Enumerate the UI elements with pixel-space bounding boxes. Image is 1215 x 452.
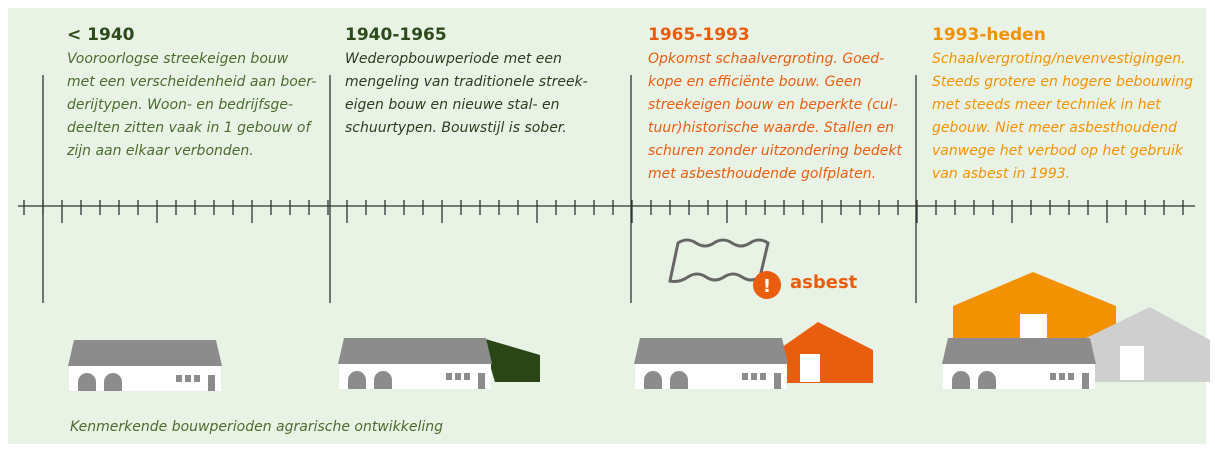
period-title: 1965-1993 xyxy=(648,25,750,45)
timeline xyxy=(18,200,1195,223)
period-description: Schaalvergroting/nevenvestigingen. xyxy=(932,51,1186,67)
asbestos-icon: ! asbest xyxy=(668,238,858,299)
period-dividers xyxy=(42,75,917,303)
period-title: 1993-heden xyxy=(932,25,1046,45)
period-description: schuren zonder uitzondering bedekt xyxy=(648,143,902,159)
period-description: Opkomst schaalvergroting. Goed- xyxy=(648,51,884,67)
period-description: met een verscheidenheid aan boer- xyxy=(67,74,316,90)
period-description: streekeigen bouw en beperkte (cul- xyxy=(648,97,898,113)
period-description: gebouw. Niet meer asbesthoudend xyxy=(932,120,1177,136)
period-title: < 1940 xyxy=(67,25,135,45)
period-description: met asbesthoudende golfplaten. xyxy=(648,166,876,182)
buildings xyxy=(68,272,1210,391)
period-description: Steeds grotere en hogere bebouwing xyxy=(932,74,1193,90)
period-description: Wederopbouwperiode met een xyxy=(345,51,562,67)
period-description: schuurtypen. Bouwstijl is sober. xyxy=(345,120,567,136)
period-description: tuur)historische waarde. Stallen en xyxy=(648,120,894,136)
period-description: derijtypen. Woon- en bedrijfsge- xyxy=(67,97,293,113)
period-description: eigen bouw en nieuwe stal- en xyxy=(345,97,560,113)
svg-text:!: ! xyxy=(763,276,771,297)
period-description: kope en efficiënte bouw. Geen xyxy=(648,74,862,90)
asbestos-label: asbest xyxy=(790,272,858,293)
period-description: met steeds meer techniek in het xyxy=(932,97,1161,113)
period-description: van asbest in 1993. xyxy=(932,166,1070,182)
period-description: zijn aan elkaar verbonden. xyxy=(66,143,254,159)
period-description: mengeling van traditionele streek- xyxy=(345,74,588,90)
period-description: Vooroorlogse streekeigen bouw xyxy=(67,51,289,67)
caption: Kenmerkende bouwperioden agrarische ontw… xyxy=(70,419,443,435)
period-description: deelten zitten vaak in 1 gebouw of xyxy=(67,120,312,136)
period-title: 1940-1965 xyxy=(345,25,447,45)
period-description: vanwege het verbod op het gebruik xyxy=(932,143,1184,159)
